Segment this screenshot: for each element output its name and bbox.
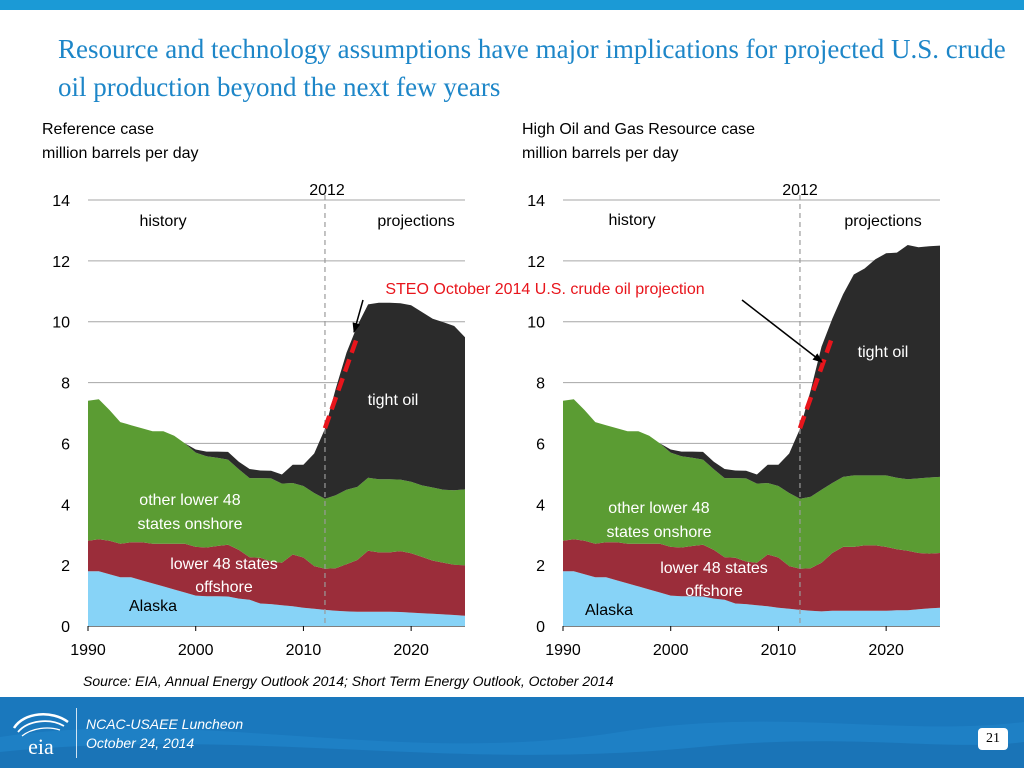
eia-logo-text: eia — [28, 734, 54, 758]
y-tick-label: 6 — [536, 436, 545, 453]
label-onshore-line2: states onshore — [607, 524, 712, 541]
chart-subtitle: million barrels per day — [42, 145, 199, 162]
page-number: 21 — [978, 728, 1008, 750]
steo-arrow — [352, 299, 364, 333]
chart-title: High Oil and Gas Resource case — [522, 121, 755, 138]
label-alaska: Alaska — [129, 598, 177, 615]
chart-panel-1: Reference case million barrels per day 0 2 4… — [42, 121, 465, 659]
label-alaska: Alaska — [585, 602, 633, 619]
projections-label: projections — [844, 213, 921, 230]
x-tick-label: 2000 — [653, 642, 689, 659]
top-accent-bar — [0, 0, 1024, 10]
chart-title: Reference case — [42, 121, 154, 138]
y-tick-label: 14 — [527, 193, 545, 210]
source-note: Source: EIA, Annual Energy Outlook 2014;… — [83, 673, 614, 689]
footer-event-name: NCAC-USAEE Luncheon — [86, 716, 244, 732]
area-tight-oil — [563, 245, 940, 499]
x-tick-label: 2010 — [286, 642, 322, 659]
label-offshore-line2: offshore — [195, 579, 253, 596]
y-tick-label: 6 — [61, 436, 70, 453]
label-onshore-line1: other lower 48 — [139, 492, 240, 509]
y-tick-label: 8 — [536, 376, 545, 393]
label-offshore-line1: lower 48 states — [660, 560, 768, 577]
divider-label: 2012 — [782, 182, 818, 199]
label-tight-oil: tight oil — [858, 344, 909, 361]
charts-area: Reference case million barrels per day 0 2 4… — [42, 121, 940, 659]
y-tick-label: 0 — [61, 619, 70, 636]
slide-title: Resource and technology assumptions have… — [58, 34, 1006, 102]
y-tick-label: 4 — [536, 497, 545, 514]
label-offshore-line1: lower 48 states — [170, 556, 278, 573]
area-offshore — [563, 539, 940, 612]
label-onshore-line2: states onshore — [138, 516, 243, 533]
area-onshore — [88, 399, 465, 569]
y-tick-label: 14 — [52, 193, 70, 210]
steo-projection-line — [322, 336, 360, 429]
area-onshore — [563, 399, 940, 569]
y-tick-label: 4 — [61, 497, 70, 514]
history-label: history — [608, 212, 655, 229]
area-offshore — [88, 539, 465, 616]
steo-annotation-label: STEO October 2014 U.S. crude oil project… — [385, 281, 704, 298]
footer-wave-decoration — [0, 721, 1024, 768]
label-onshore-line1: other lower 48 — [608, 500, 709, 517]
footer-divider — [76, 708, 77, 758]
x-tick-label: 2020 — [868, 642, 904, 659]
label-offshore-line2: offshore — [685, 583, 743, 600]
history-label: history — [139, 213, 186, 230]
steo-arrow — [741, 299, 823, 363]
x-tick-label: 2000 — [178, 642, 214, 659]
x-tick-label: 1990 — [70, 642, 106, 659]
area-alaska — [563, 571, 940, 626]
y-tick-label: 12 — [527, 254, 545, 271]
y-tick-label: 10 — [527, 315, 545, 332]
divider-label: 2012 — [309, 182, 345, 199]
label-tight-oil: tight oil — [368, 392, 419, 409]
y-tick-label: 12 — [52, 254, 70, 271]
y-tick-label: 8 — [61, 376, 70, 393]
chart-panel-2: High Oil and Gas Resource case million ba… — [522, 121, 940, 659]
area-alaska — [88, 571, 465, 626]
x-tick-label: 1990 — [545, 642, 581, 659]
footer-event-date: October 24, 2014 — [86, 735, 195, 751]
eia-logo: eia — [12, 713, 69, 758]
footer-event: NCAC-USAEE Luncheon October 24, 2014 — [86, 715, 243, 753]
y-tick-label: 2 — [536, 558, 545, 575]
area-tight-oil — [88, 302, 465, 499]
steo-projection-line — [797, 336, 835, 429]
y-tick-label: 2 — [61, 558, 70, 575]
y-tick-label: 10 — [52, 315, 70, 332]
chart-subtitle: million barrels per day — [522, 145, 679, 162]
projections-label: projections — [377, 213, 454, 230]
x-tick-label: 2020 — [393, 642, 429, 659]
y-tick-label: 0 — [536, 619, 545, 636]
x-tick-label: 2010 — [761, 642, 797, 659]
